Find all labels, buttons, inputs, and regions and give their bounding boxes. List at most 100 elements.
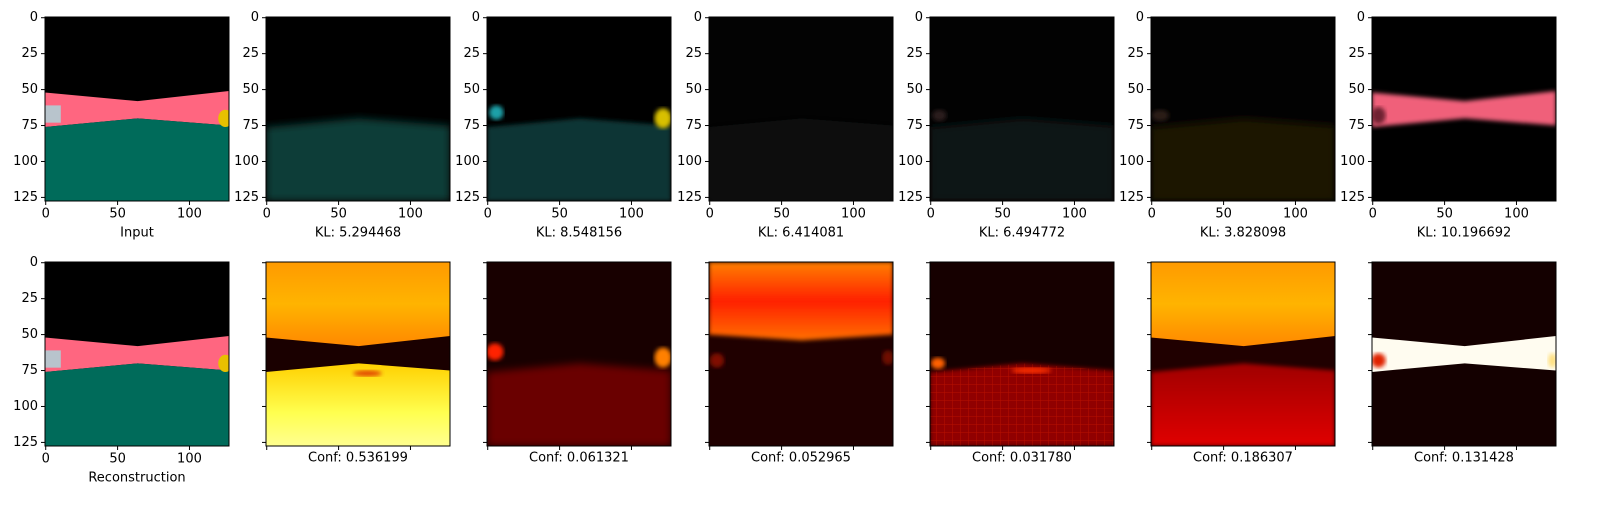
y-tick-label: 0: [915, 10, 923, 25]
y-tick-label: 125: [455, 190, 480, 205]
x-tick-label: 100: [177, 207, 202, 222]
y-tick-label: 100: [455, 154, 480, 169]
y-tick-label: 100: [13, 154, 38, 169]
y-tick-label: 50: [1348, 82, 1365, 97]
panel: Conf: 0.536199: [262, 261, 451, 466]
road-band: [45, 91, 229, 127]
y-tick-label: 125: [1340, 190, 1365, 205]
y-tick-label: 0: [472, 10, 480, 25]
blob: [352, 370, 382, 377]
y-tick-label: 100: [898, 154, 923, 169]
y-tick-label: 75: [463, 118, 480, 133]
y-tick-label: 0: [30, 255, 38, 270]
y-tick-label: 0: [251, 10, 259, 25]
panel-caption: KL: 6.414081: [758, 226, 844, 241]
x-tick-label: 50: [773, 207, 790, 222]
panel-caption: KL: 10.196692: [1417, 226, 1512, 241]
blob: [709, 353, 725, 368]
axes-frame: [708, 261, 894, 447]
panel-caption: KL: 8.548156: [536, 226, 622, 241]
y-tick-label: 125: [234, 190, 259, 205]
x-tick-label: 0: [263, 207, 271, 222]
blob: [489, 105, 504, 120]
y-tick-label: 50: [463, 82, 480, 97]
panel-caption: Conf: 0.031780: [972, 451, 1072, 466]
y-tick-label: 25: [463, 46, 480, 61]
panel: 0 50 100 0 25 50 75 100 125 Input: [13, 10, 230, 241]
x-tick-label: 100: [398, 207, 423, 222]
road-band: [45, 336, 229, 372]
panel-image: [1151, 262, 1335, 446]
panel-caption: KL: 3.828098: [1200, 226, 1286, 241]
x-tick-label: 50: [109, 452, 126, 467]
x-tick-label: 0: [1148, 207, 1156, 222]
panel: Conf: 0.061321: [483, 261, 672, 466]
y-tick-label: 75: [21, 363, 38, 378]
panel-image: [266, 17, 450, 201]
blob: [1151, 109, 1169, 122]
y-tick-label: 0: [694, 10, 702, 25]
axes-frame: [44, 261, 230, 447]
axes-frame: [1371, 16, 1557, 202]
x-tick-label: 0: [706, 207, 714, 222]
ground: [487, 118, 671, 201]
y-tick-label: 100: [677, 154, 702, 169]
blob: [487, 343, 504, 361]
y-tick-label: 25: [1348, 46, 1365, 61]
axes-frame: [265, 261, 451, 447]
x-tick-label: 0: [484, 207, 492, 222]
y-tick-label: 75: [242, 118, 259, 133]
panel-image: [1372, 262, 1556, 446]
x-tick-label: 100: [1504, 207, 1529, 222]
panel-image: [45, 17, 229, 201]
x-tick-label: 0: [42, 452, 50, 467]
panel: 0 50 100 0 25 50 75 100 125 KL: 3.828098: [1119, 10, 1336, 241]
y-tick-label: 25: [906, 46, 923, 61]
x-tick-label: 100: [1062, 207, 1087, 222]
ground: [266, 118, 450, 201]
ground: [45, 363, 229, 446]
heat: [709, 262, 893, 341]
x-tick-label: 0: [1369, 207, 1377, 222]
y-tick-label: 50: [21, 82, 38, 97]
y-tick-label: 25: [21, 46, 38, 61]
blob: [1372, 353, 1386, 368]
axes-frame: [1150, 16, 1336, 202]
y-tick-label: 0: [1357, 10, 1365, 25]
ground: [1151, 118, 1335, 201]
panel-caption: KL: 6.494772: [979, 226, 1065, 241]
y-tick-label: 50: [1127, 82, 1144, 97]
car: [45, 350, 61, 368]
x-tick-label: 100: [1283, 207, 1308, 222]
panel-image: [45, 262, 229, 446]
ground: [1151, 363, 1335, 446]
y-tick-label: 75: [685, 118, 702, 133]
panel-image: [709, 17, 893, 201]
axes-frame: [929, 16, 1115, 202]
panel: 0 50 100 0 25 50 75 100 125 KL: 6.414081: [677, 10, 894, 241]
x-tick-label: 50: [1215, 207, 1232, 222]
y-tick-label: 125: [1119, 190, 1144, 205]
blob: [930, 357, 946, 370]
x-tick-label: 100: [841, 207, 866, 222]
panel: Conf: 0.052965: [705, 261, 894, 466]
panel-caption: Conf: 0.536199: [308, 451, 408, 466]
x-tick-label: 50: [994, 207, 1011, 222]
y-tick-label: 100: [13, 399, 38, 414]
blob: [218, 354, 229, 372]
panel: 0 50 100 0 25 50 75 100 125 KL: 6.494772: [898, 10, 1115, 241]
panel: Conf: 0.186307: [1147, 261, 1336, 466]
y-tick-label: 50: [242, 82, 259, 97]
panel: 0 50 100 0 25 50 75 100 125 KL: 10.196692: [1340, 10, 1557, 241]
y-tick-label: 50: [685, 82, 702, 97]
y-tick-label: 50: [906, 82, 923, 97]
ground: [709, 118, 893, 201]
blob: [654, 108, 671, 129]
x-tick-label: 0: [927, 207, 935, 222]
panel-caption: Input: [120, 226, 154, 241]
axes-frame: [44, 16, 230, 202]
y-tick-label: 25: [685, 46, 702, 61]
y-tick-label: 125: [677, 190, 702, 205]
blob: [1372, 106, 1386, 125]
